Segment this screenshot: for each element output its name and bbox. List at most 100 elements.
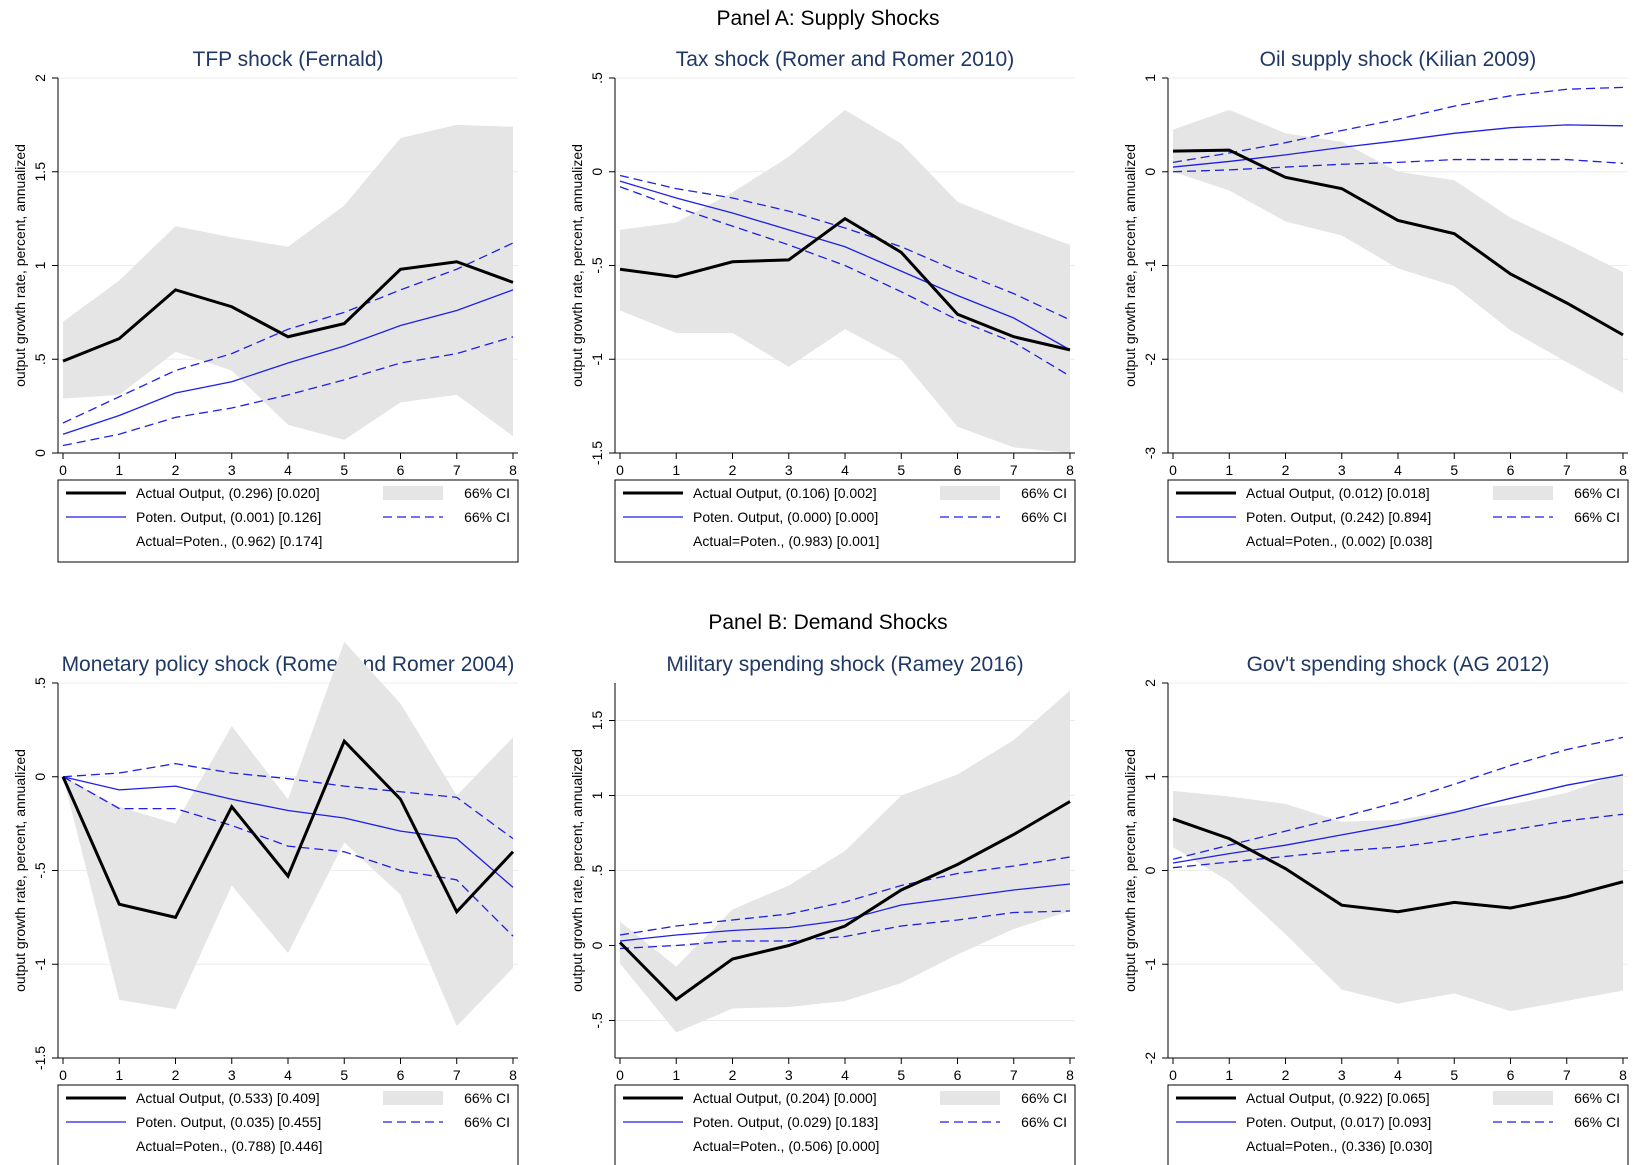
x-tick-label: 2 [1282,462,1290,478]
actual-output-line [1172,817,1624,914]
legend: Actual Output, (0.533) [0.409] Poten. Out… [57,1084,519,1165]
y-axis-label: output growth rate, percent, annualized [569,144,585,387]
confidence-band [620,690,1070,1033]
y-axis-label: output growth rate, percent, annualized [1122,144,1138,387]
legend-actual-label: Actual Output, (0.106) [0.002] [693,485,877,501]
legend-band-swatch [940,1091,1000,1105]
x-tick-label: 4 [284,462,292,478]
legend-equal-label: Actual=Poten., (0.788) [0.446] [136,1138,322,1154]
x-tick-label: 1 [1225,462,1233,478]
y-axis-label: output growth rate, percent, annualized [12,749,28,992]
x-tick-label: 7 [1010,1067,1018,1083]
x-tick-label: 8 [509,462,517,478]
legend-equal-label: Actual=Poten., (0.336) [0.030] [1246,1138,1432,1154]
legend-potential-label: Poten. Output, (0.035) [0.455] [136,1114,321,1130]
chart-title: Oil supply shock (Kilian 2009) [1260,48,1537,71]
legend-equal-label: Actual=Poten., (0.962) [0.174] [136,533,322,549]
legend-equal-label: Actual=Poten., (0.506) [0.000] [693,1138,879,1154]
x-tick-label: 7 [453,462,461,478]
y-tick-label: -.5 [32,862,48,879]
y-tick-label: 1 [32,261,48,269]
legend-actual-label: Actual Output, (0.204) [0.000] [693,1090,877,1106]
potential-output-line [62,776,514,888]
y-tick-label: -2 [1142,1052,1158,1065]
x-tick-label: 3 [1338,462,1346,478]
potential-output-line [62,289,514,435]
legend-potential-label: Poten. Output, (0.029) [0.183] [693,1114,878,1130]
confidence-band [1173,773,1623,1012]
y-axis-label: output growth rate, percent, annualized [12,144,28,387]
chart-title: Tax shock (Romer and Romer 2010) [676,48,1014,71]
x-tick-label: 6 [397,462,405,478]
y-tick-label: -1 [32,958,48,971]
x-tick-label: 1 [672,1067,680,1083]
x-tick-label: 5 [340,462,348,478]
y-tick-label: 0 [32,449,48,457]
x-tick-label: 6 [1507,462,1515,478]
chart-panel-1: TFP shock (Fernald) 0 .5 1 1.5 2 output growth… [12,48,519,563]
y-tick-label: 1 [1142,773,1158,781]
x-tick-label: 6 [1507,1067,1515,1083]
x-tick-label: 4 [1394,1067,1402,1083]
y-tick-label: 2 [1142,679,1158,687]
legend: Actual Output, (0.296) [0.020] Poten. Out… [57,479,519,563]
x-tick-label: 6 [397,1067,405,1083]
potential-ci-lower-line [619,186,1071,377]
actual-output-line [619,216,1071,352]
legend-band-label: 66% CI [464,1090,510,1106]
y-axis-label: output growth rate, percent, annualized [1122,749,1138,992]
confidence-band [63,124,513,440]
legend-potential-label: Poten. Output, (0.001) [0.126] [136,509,321,525]
potential-ci-upper-line [1172,86,1624,164]
x-tick-label: 3 [785,1067,793,1083]
y-tick-label: -1.5 [589,441,605,465]
panel-a-title: Panel A: Supply Shocks [717,7,940,30]
legend-band-label: 66% CI [1574,485,1620,501]
y-tick-label: 1.5 [589,711,605,731]
potential-ci-upper-line [619,174,1071,321]
y-tick-label: 0 [1142,866,1158,874]
confidence-band [1173,109,1623,393]
chart-panel-3: Oil supply shock (Kilian 2009) -3 -2 -1 0 1 ou… [1122,48,1629,563]
y-tick-label: 1 [589,791,605,799]
confidence-band [620,109,1070,453]
y-tick-label: -.5 [589,257,605,274]
x-tick-label: 8 [509,1067,517,1083]
potential-ci-lower-line [619,910,1071,950]
x-tick-label: 5 [1450,462,1458,478]
x-tick-label: 4 [1394,462,1402,478]
x-tick-label: 2 [172,1067,180,1083]
x-tick-label: 8 [1066,462,1074,478]
y-tick-label: 0 [1142,168,1158,176]
legend-potential-label: Poten. Output, (0.017) [0.093] [1246,1114,1431,1130]
y-tick-label: -2 [1142,353,1158,366]
legend-actual-label: Actual Output, (0.012) [0.018] [1246,485,1430,501]
x-tick-label: 5 [897,1067,905,1083]
chart-title: Military spending shock (Ramey 2016) [666,653,1023,676]
x-tick-label: 0 [59,1067,67,1083]
legend-actual-label: Actual Output, (0.922) [0.065] [1246,1090,1430,1106]
y-tick-label: 1.5 [32,162,48,182]
x-tick-label: 2 [729,1067,737,1083]
legend-dash-label: 66% CI [464,1114,510,1130]
y-tick-label: .5 [589,864,605,876]
legend-dash-label: 66% CI [464,509,510,525]
potential-ci-upper-line [62,762,514,840]
chart-title: TFP shock (Fernald) [193,48,384,71]
x-tick-label: 1 [115,1067,123,1083]
x-tick-label: 2 [1282,1067,1290,1083]
legend-band-label: 66% CI [1574,1090,1620,1106]
y-tick-label: 0 [589,941,605,949]
y-tick-label: .5 [32,677,48,689]
legend-equal-label: Actual=Poten., (0.002) [0.038] [1246,533,1432,549]
x-tick-label: 3 [228,1067,236,1083]
x-tick-label: 0 [1169,1067,1177,1083]
panel-b-title: Panel B: Demand Shocks [708,611,947,634]
potential-output-line [619,180,1071,351]
x-tick-label: 7 [1563,462,1571,478]
x-tick-label: 0 [1169,462,1177,478]
potential-ci-lower-line [62,336,514,447]
y-axis-label: output growth rate, percent, annualized [569,749,585,992]
